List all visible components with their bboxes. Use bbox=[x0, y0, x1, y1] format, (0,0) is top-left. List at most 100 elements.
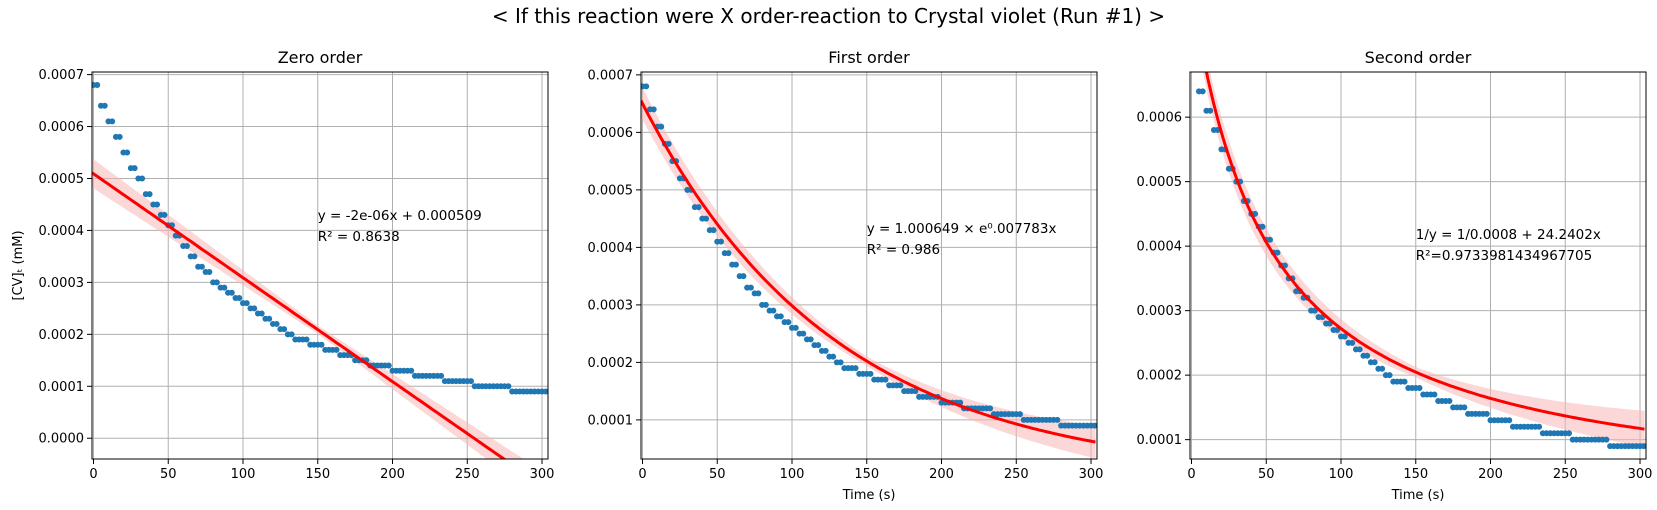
x-tick-label: 300 bbox=[530, 467, 555, 482]
y-tick-label: 0.0006 bbox=[588, 126, 634, 141]
data-point bbox=[146, 191, 153, 198]
fit-r-squared: R² = 0.986 bbox=[867, 242, 940, 258]
plot-area bbox=[641, 83, 1097, 459]
x-axis-label: Time (s) bbox=[842, 488, 896, 503]
data-point bbox=[755, 290, 762, 297]
plot-area bbox=[92, 81, 548, 459]
data-point bbox=[139, 175, 146, 182]
data-point bbox=[867, 370, 874, 377]
fit-line bbox=[641, 100, 1096, 444]
data-point bbox=[109, 118, 116, 125]
x-tick-label: 0 bbox=[89, 467, 97, 482]
data-point bbox=[318, 341, 325, 348]
data-point bbox=[807, 336, 814, 343]
data-point bbox=[777, 313, 784, 320]
y-tick-label: 0.0005 bbox=[588, 183, 634, 198]
data-point bbox=[1188, 63, 1194, 69]
data-point bbox=[303, 336, 310, 343]
data-point bbox=[243, 300, 250, 307]
data-point bbox=[1386, 372, 1393, 379]
y-tick-label: 0.0003 bbox=[1137, 304, 1183, 319]
data-point bbox=[785, 319, 792, 326]
y-tick-label: 0.0007 bbox=[588, 68, 634, 83]
y-tick-label: 0.0005 bbox=[39, 172, 85, 187]
data-point bbox=[273, 320, 280, 327]
data-point bbox=[770, 307, 777, 314]
panel-title: Zero order bbox=[278, 48, 363, 67]
y-axis-label: [CV]ₜ (mM) bbox=[11, 230, 26, 300]
data-point bbox=[650, 106, 657, 113]
data-point bbox=[288, 331, 295, 338]
x-tick-label: 200 bbox=[1478, 467, 1503, 482]
data-point bbox=[800, 330, 807, 337]
data-point bbox=[124, 149, 131, 156]
data-point bbox=[438, 372, 445, 379]
data-point bbox=[266, 315, 273, 322]
data-point bbox=[665, 140, 672, 147]
x-tick-label: 0 bbox=[1187, 467, 1195, 482]
data-point bbox=[1207, 107, 1214, 114]
x-tick-label: 150 bbox=[854, 467, 879, 482]
fit-equation: 1/y = 1/0.0008 + 24.2402x bbox=[1416, 227, 1601, 243]
data-point bbox=[1054, 416, 1061, 423]
data-point bbox=[385, 362, 392, 369]
data-point bbox=[1603, 436, 1610, 443]
y-tick-label: 0.0002 bbox=[588, 356, 634, 371]
fit-line bbox=[92, 171, 507, 459]
data-point bbox=[1199, 88, 1206, 95]
data-point bbox=[213, 279, 220, 286]
y-tick-label: 0.0001 bbox=[39, 380, 85, 395]
data-point bbox=[1461, 404, 1468, 411]
data-point bbox=[852, 365, 859, 372]
data-point bbox=[1483, 410, 1490, 417]
data-point bbox=[131, 165, 138, 172]
x-tick-label: 0 bbox=[638, 467, 646, 482]
data-point bbox=[1091, 422, 1097, 429]
data-point bbox=[333, 346, 340, 353]
x-tick-label: 50 bbox=[709, 467, 726, 482]
y-tick-label: 0.0004 bbox=[1137, 240, 1183, 255]
data-point bbox=[815, 342, 822, 349]
y-tick-label: 0.0001 bbox=[1137, 433, 1183, 448]
data-point bbox=[710, 227, 717, 234]
plot-area bbox=[1188, 63, 1646, 450]
grid-lines bbox=[92, 72, 548, 459]
data-point bbox=[643, 83, 650, 90]
data-point bbox=[116, 133, 123, 140]
data-point bbox=[206, 268, 213, 275]
y-tick-label: 0.0003 bbox=[39, 276, 85, 291]
data-point bbox=[717, 238, 724, 245]
x-tick-label: 150 bbox=[305, 467, 330, 482]
first-order-panel: 0 50 100 150 200 250 300 0.0001 0.0002 0.0003 0.00… bbox=[588, 48, 1104, 503]
data-point bbox=[468, 378, 475, 385]
grid-lines bbox=[641, 72, 1097, 459]
axes-frame bbox=[640, 71, 1098, 460]
x-tick-label: 100 bbox=[231, 467, 256, 482]
x-tick-label: 200 bbox=[929, 467, 954, 482]
x-tick-label: 50 bbox=[160, 467, 177, 482]
fit-line bbox=[1204, 72, 1645, 431]
data-point bbox=[740, 273, 747, 280]
figure-suptitle: < If this reaction were X order-reaction… bbox=[491, 4, 1166, 28]
x-axis-label: Time (s) bbox=[1391, 488, 1445, 503]
y-tick-label: 0.0006 bbox=[1137, 111, 1183, 126]
y-tick-label: 0.0000 bbox=[39, 432, 85, 447]
data-point bbox=[1416, 385, 1423, 392]
data-point bbox=[1379, 365, 1386, 372]
axes-frame bbox=[1189, 71, 1647, 460]
data-point bbox=[747, 284, 754, 291]
data-point bbox=[1192, 63, 1198, 69]
data-point bbox=[703, 215, 710, 222]
data-point bbox=[154, 201, 161, 208]
x-tick-label: 150 bbox=[1403, 467, 1428, 482]
fit-r-squared: R² = 0.8638 bbox=[318, 229, 400, 245]
x-tick-label: 100 bbox=[1329, 467, 1354, 482]
data-point bbox=[198, 263, 205, 270]
data-point bbox=[1446, 397, 1453, 404]
data-point bbox=[1640, 443, 1646, 450]
y-tick-label: 0.0006 bbox=[39, 120, 85, 135]
data-point bbox=[1356, 346, 1363, 353]
x-tick-label: 200 bbox=[380, 467, 405, 482]
data-point bbox=[1536, 423, 1543, 430]
